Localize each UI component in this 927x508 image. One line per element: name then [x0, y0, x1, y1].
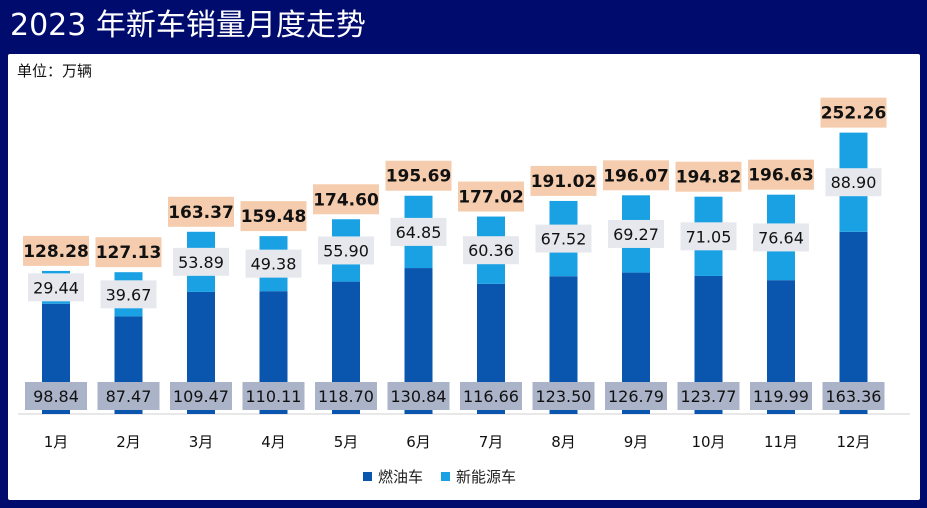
label-fuel-8-bg: [532, 382, 595, 410]
label-nev-8-bg: [535, 224, 592, 253]
legend-swatch-fuel: [363, 472, 372, 481]
label-nev-9: 69.27: [613, 225, 659, 244]
label-fuel-1-bg: [25, 382, 87, 410]
label-total-6-bg: [385, 160, 452, 191]
label-fuel-2-bg: [97, 382, 160, 410]
label-total-10-bg: [675, 161, 742, 192]
label-nev-5: 55.90: [323, 241, 369, 260]
label-nev-11-bg: [753, 223, 809, 252]
label-nev-4-bg: [245, 249, 302, 278]
legend-item-nev: 新能源车: [441, 466, 516, 487]
label-nev-12: 88.90: [831, 173, 877, 192]
label-fuel-4: 110.11: [246, 387, 302, 406]
label-nev-5-bg: [318, 236, 374, 265]
label-fuel-10: 123.77: [681, 387, 737, 406]
bar-chart: 98.84 29.44 128.28 1月 87.47 39.67 127.13 2月 109.…: [18, 97, 910, 451]
x-tick-label-5: 5月: [334, 433, 359, 451]
legend-item-fuel: 燃油车: [363, 466, 423, 487]
label-nev-3: 53.89: [178, 253, 224, 272]
label-fuel-6: 130.84: [391, 387, 447, 406]
label-fuel-2: 87.47: [106, 387, 152, 406]
label-fuel-7-bg: [460, 382, 522, 410]
label-total-5: 174.60: [313, 190, 379, 210]
label-total-11-bg: [748, 159, 814, 190]
label-nev-1: 29.44: [33, 278, 79, 297]
label-fuel-12-bg: [822, 382, 885, 410]
label-nev-2-bg: [100, 280, 157, 309]
label-total-4: 159.48: [241, 207, 307, 227]
label-total-8: 191.02: [531, 172, 597, 192]
label-total-11: 196.63: [748, 166, 814, 186]
label-fuel-11: 119.99: [753, 387, 809, 406]
label-fuel-1: 98.84: [33, 387, 79, 406]
label-nev-12-bg: [825, 168, 882, 197]
chart-panel: 单位：万辆 98.84 29.44 128.28 1月 87.47 39.67 127.13…: [8, 54, 920, 500]
x-tick-label-6: 6月: [406, 433, 431, 451]
label-nev-4: 49.38: [251, 255, 297, 274]
x-tick-label-10: 10月: [691, 433, 725, 451]
label-nev-3-bg: [173, 247, 229, 276]
x-tick-label-11: 11月: [764, 433, 798, 451]
label-total-7-bg: [458, 181, 524, 212]
label-fuel-11-bg: [750, 382, 812, 410]
x-tick-label-7: 7月: [479, 433, 504, 451]
legend-label-fuel: 燃油车: [378, 468, 424, 486]
x-tick-label-4: 4月: [261, 433, 286, 451]
label-fuel-8: 123.50: [536, 387, 592, 406]
label-total-6: 195.69: [386, 167, 452, 187]
x-tick-label-1: 1月: [44, 433, 69, 451]
label-total-12-bg: [820, 97, 887, 128]
label-total-2-bg: [95, 237, 162, 268]
label-nev-1-bg: [28, 273, 84, 302]
x-tick-label-8: 8月: [551, 433, 576, 451]
label-total-9: 196.07: [603, 166, 669, 186]
label-total-12: 252.26: [821, 104, 887, 124]
label-fuel-12: 163.36: [826, 387, 882, 406]
label-fuel-3-bg: [170, 382, 232, 410]
x-tick-label-9: 9月: [624, 433, 649, 451]
label-fuel-9-bg: [605, 382, 667, 410]
label-nev-2: 39.67: [106, 285, 152, 304]
label-total-4-bg: [240, 201, 307, 232]
label-total-10: 194.82: [676, 168, 742, 188]
label-nev-7: 60.36: [468, 241, 514, 260]
label-fuel-9: 126.79: [608, 387, 664, 406]
label-nev-6: 64.85: [396, 223, 442, 242]
legend: 燃油车 新能源车: [363, 466, 516, 487]
label-fuel-4-bg: [242, 382, 305, 410]
x-tick-label-2: 2月: [116, 433, 141, 451]
x-tick-label-12: 12月: [836, 433, 870, 451]
label-total-2: 127.13: [96, 243, 162, 263]
legend-label-nev: 新能源车: [456, 468, 517, 486]
label-total-8-bg: [530, 165, 597, 196]
label-fuel-5: 118.70: [318, 387, 374, 406]
label-fuel-3: 109.47: [173, 387, 229, 406]
label-nev-9-bg: [608, 219, 664, 248]
label-total-1: 128.28: [23, 242, 89, 262]
label-nev-11: 76.64: [758, 228, 804, 247]
label-nev-10-bg: [680, 222, 737, 251]
x-tick-label-3: 3月: [189, 433, 214, 451]
label-total-3-bg: [168, 196, 234, 227]
label-fuel-5-bg: [315, 382, 377, 410]
legend-swatch-nev: [441, 472, 451, 481]
label-nev-8: 67.52: [541, 230, 587, 249]
label-total-9-bg: [603, 160, 669, 191]
label-total-1-bg: [23, 235, 89, 266]
label-fuel-7: 116.66: [463, 387, 519, 406]
label-total-7: 177.02: [458, 188, 524, 208]
chart-title: 2023 年新车销量月度走势: [10, 8, 366, 43]
label-fuel-10-bg: [677, 382, 740, 410]
unit-label: 单位：万辆: [17, 62, 93, 80]
label-nev-10: 71.05: [686, 227, 732, 246]
label-fuel-6-bg: [387, 382, 450, 410]
label-nev-7-bg: [463, 236, 519, 265]
label-total-5-bg: [313, 184, 379, 215]
label-nev-6-bg: [390, 217, 447, 246]
label-total-3: 163.37: [168, 203, 234, 223]
